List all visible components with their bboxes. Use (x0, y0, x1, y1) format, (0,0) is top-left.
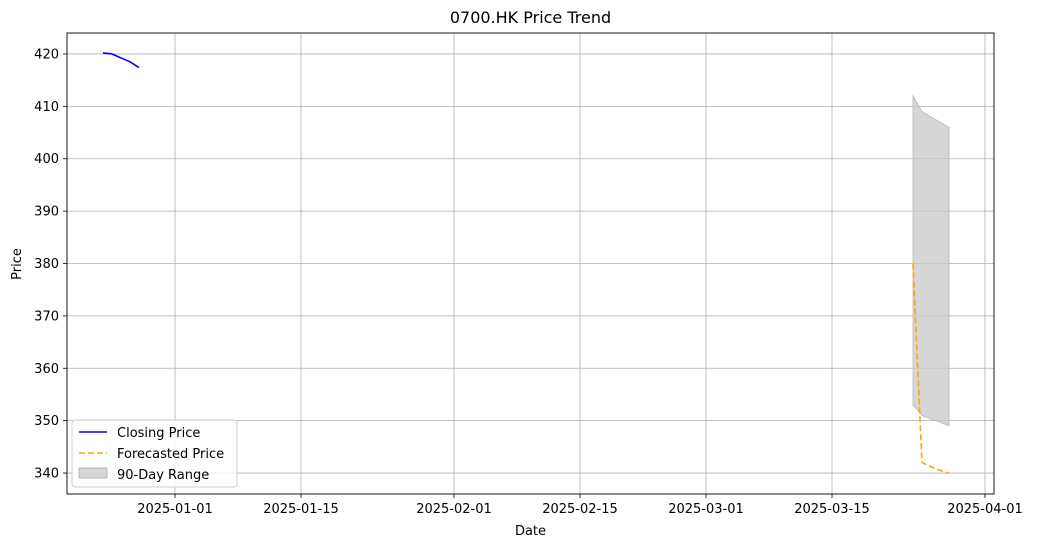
x-axis-label: Date (515, 524, 546, 539)
legend-range-swatch (78, 467, 108, 479)
y-tick-label: 420 (34, 47, 59, 62)
legend-closing-price-label: Closing Price (117, 426, 200, 441)
grid (67, 33, 994, 494)
legend-box (71, 419, 238, 488)
x-tick-label: 2025-04-01 (947, 502, 1023, 517)
chart-title: 0700.HK Price Trend (450, 8, 611, 27)
x-ticks: 2025-01-01 2025-01-15 2025-02-01 2025-02-15… (137, 494, 1023, 517)
x-tick-label: 2025-03-01 (668, 502, 744, 517)
y-ticks: 340 350 360 370 380 390 400 410 420 (34, 47, 67, 482)
x-tick-label: 2025-03-15 (794, 502, 870, 517)
y-tick-label: 380 (34, 257, 59, 272)
y-tick-label: 360 (34, 362, 59, 377)
forecasted-price-line (912, 263, 950, 474)
y-tick-label: 390 (34, 205, 59, 220)
y-axis-label: Price (10, 248, 25, 280)
y-tick-label: 400 (34, 152, 59, 167)
x-tick-label: 2025-01-15 (263, 502, 339, 517)
y-tick-label: 410 (34, 100, 59, 115)
legend-forecasted-price-label: Forecasted Price (117, 447, 224, 462)
legend: Closing Price Forecasted Price 90-Day Ra… (71, 419, 238, 488)
legend-range-label: 90-Day Range (117, 468, 209, 483)
closing-price-line (102, 52, 140, 69)
x-tick-label: 2025-02-01 (416, 502, 492, 517)
y-tick-label: 340 (34, 467, 59, 482)
y-tick-label: 370 (34, 309, 59, 324)
series-layer (102, 52, 950, 474)
y-tick-label: 350 (34, 414, 59, 429)
x-tick-label: 2025-02-15 (542, 502, 618, 517)
x-tick-label: 2025-01-01 (137, 502, 213, 517)
